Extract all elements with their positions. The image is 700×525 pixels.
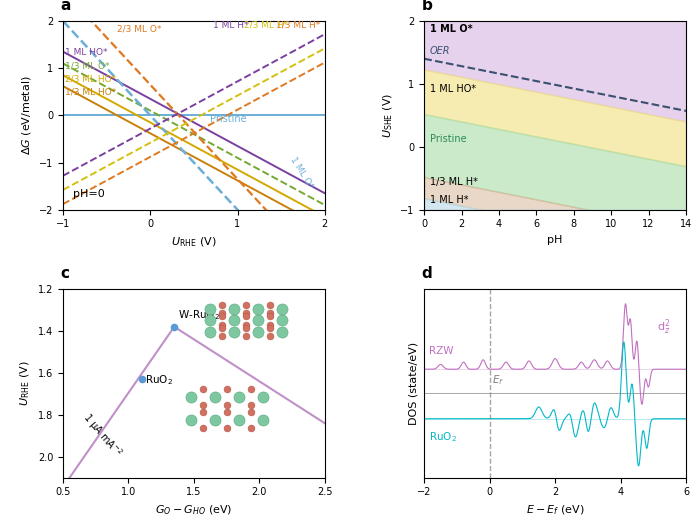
Text: OER: OER bbox=[430, 46, 450, 56]
Text: 1/3 ML H*: 1/3 ML H* bbox=[430, 176, 477, 186]
Y-axis label: $\Delta G$ (eV/metal): $\Delta G$ (eV/metal) bbox=[20, 76, 34, 155]
Text: 2/3 ML H*: 2/3 ML H* bbox=[244, 20, 288, 29]
Text: a: a bbox=[60, 0, 71, 14]
Text: 1 ML O*: 1 ML O* bbox=[288, 155, 315, 191]
Text: 1/3 ML H*: 1/3 ML H* bbox=[276, 20, 320, 29]
Text: 2/3 ML O*: 2/3 ML O* bbox=[117, 24, 162, 34]
Text: $E_f$: $E_f$ bbox=[492, 373, 504, 387]
Y-axis label: $U_{\mathrm{SHE}}$ (V): $U_{\mathrm{SHE}}$ (V) bbox=[381, 93, 395, 138]
X-axis label: pH: pH bbox=[547, 235, 563, 245]
Y-axis label: DOS (state/eV): DOS (state/eV) bbox=[409, 342, 419, 425]
Text: 1 ML HO*: 1 ML HO* bbox=[64, 48, 107, 57]
Text: 1/3 ML O*: 1/3 ML O* bbox=[64, 61, 109, 70]
Text: d$_z^2$: d$_z^2$ bbox=[657, 317, 670, 337]
Text: Pristine: Pristine bbox=[209, 113, 246, 123]
Text: pH=0: pH=0 bbox=[74, 188, 105, 198]
Text: 1 ML H*: 1 ML H* bbox=[430, 195, 468, 205]
Text: 1 ML O*: 1 ML O* bbox=[430, 24, 473, 34]
Text: 1 ML HO*: 1 ML HO* bbox=[430, 84, 476, 94]
Text: RuO$_2$: RuO$_2$ bbox=[146, 373, 174, 387]
Text: 2/3 ML HO*: 2/3 ML HO* bbox=[64, 75, 116, 83]
Text: RZW: RZW bbox=[429, 346, 454, 356]
X-axis label: $G_O-G_{HO}$ (eV): $G_O-G_{HO}$ (eV) bbox=[155, 503, 232, 517]
Text: 1 μA mA$^{-2}$: 1 μA mA$^{-2}$ bbox=[78, 410, 125, 461]
X-axis label: $E-E_f$ (eV): $E-E_f$ (eV) bbox=[526, 503, 584, 517]
Y-axis label: $U_{\mathrm{RHE}}$ (V): $U_{\mathrm{RHE}}$ (V) bbox=[19, 361, 32, 406]
Text: RuO$_2$: RuO$_2$ bbox=[429, 430, 457, 444]
Text: W-RuO$_2$: W-RuO$_2$ bbox=[178, 308, 220, 322]
Text: 1 ML H*: 1 ML H* bbox=[213, 20, 248, 29]
Text: d: d bbox=[421, 267, 433, 281]
Text: c: c bbox=[60, 267, 69, 281]
Text: Pristine: Pristine bbox=[430, 134, 466, 144]
X-axis label: $U_{\mathrm{RHE}}$ (V): $U_{\mathrm{RHE}}$ (V) bbox=[171, 235, 217, 249]
Text: b: b bbox=[421, 0, 433, 14]
Text: 1/3 ML HO*: 1/3 ML HO* bbox=[64, 88, 116, 97]
